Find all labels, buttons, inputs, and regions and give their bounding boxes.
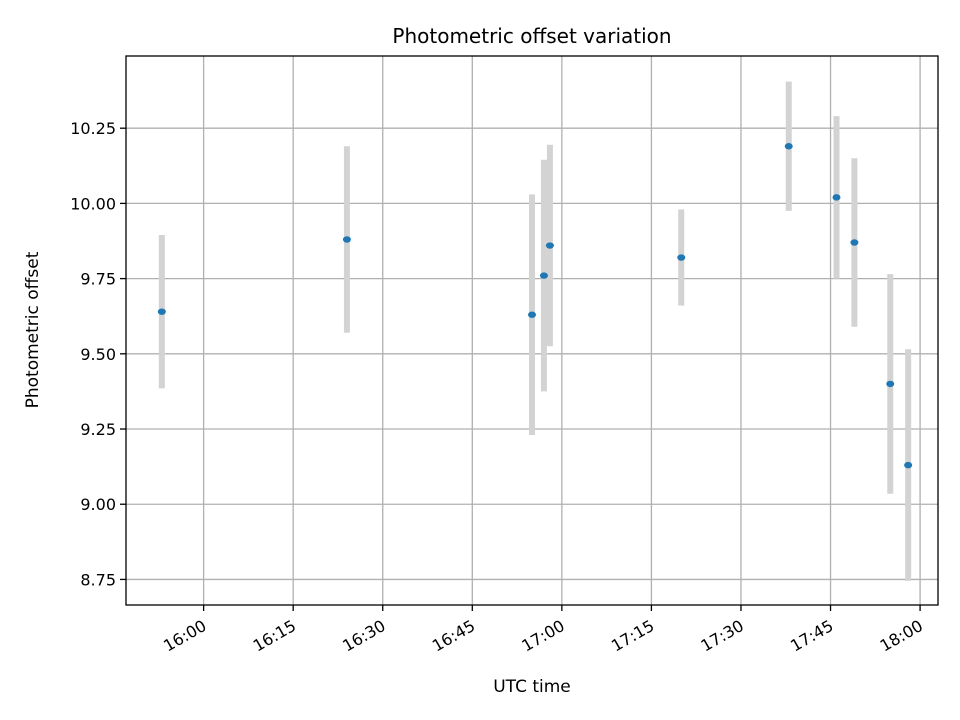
y-tick-label: 10.00 [70,194,116,213]
x-ticks: 16:00 16:15 16:30 16:45 17:00 17:15 17:30 17:45… [160,605,926,656]
data-point [850,239,859,246]
data-point [539,272,548,279]
x-tick-label: 18:00 [877,616,926,656]
chart-title: Photometric offset variation [392,24,671,48]
y-axis-label: Photometric offset [23,251,43,408]
data-point [528,311,536,318]
data-point [904,461,913,469]
y-tick-label: 10.25 [70,119,116,138]
data-point [784,143,793,150]
data-point [342,236,351,243]
data-point [545,242,554,249]
x-tick-label: 17:00 [518,616,567,656]
plot-frame [125,55,939,606]
x-axis-label: UTC time [493,677,571,697]
y-tick-label: 9.25 [80,420,116,439]
x-tick-label: 16:15 [250,616,299,656]
data-point [886,380,895,388]
x-tick-label: 16:00 [160,616,209,656]
data-point [677,254,686,261]
x-tick-label: 17:45 [787,616,836,656]
x-tick-label: 17:15 [608,616,657,656]
x-tick-label: 17:30 [698,616,747,656]
data-point [157,308,166,315]
data-points [157,143,913,469]
y-tick-label: 8.75 [80,570,116,589]
y-tick-label: 9.75 [80,270,116,289]
y-tick-label: 9.50 [80,345,116,364]
y-ticks: 8.75 9.00 9.25 9.50 9.75 10.00 10.25 [70,119,126,589]
x-tick-label: 16:45 [429,616,478,656]
error-bars [158,81,912,581]
x-tick-label: 16:30 [339,616,388,656]
data-point [832,194,841,201]
y-tick-label: 9.00 [80,495,116,514]
